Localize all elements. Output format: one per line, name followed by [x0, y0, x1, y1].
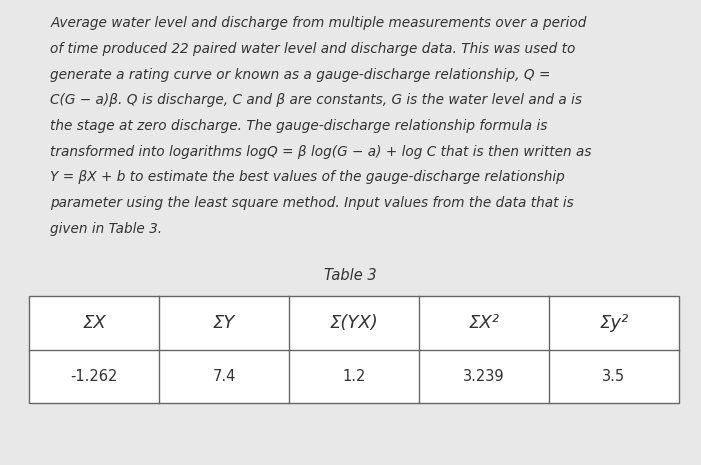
Text: Average water level and discharge from multiple measurements over a period: Average water level and discharge from m…	[50, 16, 587, 30]
Text: transformed into logarithms logQ = β log(G − a) + log C that is then written as: transformed into logarithms logQ = β log…	[50, 145, 592, 159]
Text: 3.239: 3.239	[463, 369, 505, 384]
Text: the stage at zero discharge. The gauge-discharge relationship formula is: the stage at zero discharge. The gauge-d…	[50, 119, 548, 133]
Text: 3.5: 3.5	[602, 369, 625, 384]
Text: 7.4: 7.4	[212, 369, 236, 384]
Text: ΣY: ΣY	[213, 314, 236, 332]
Text: given in Table 3.: given in Table 3.	[50, 222, 163, 236]
Text: Table 3: Table 3	[324, 268, 377, 284]
Text: parameter using the least square method. Input values from the data that is: parameter using the least square method.…	[50, 196, 574, 210]
Text: Y = βX + b to estimate the best values of the gauge-discharge relationship: Y = βX + b to estimate the best values o…	[50, 171, 565, 185]
Text: -1.262: -1.262	[71, 369, 118, 384]
Text: ΣX²: ΣX²	[468, 314, 499, 332]
Text: generate a rating curve or known as a gauge-discharge relationship, Q =: generate a rating curve or known as a ga…	[50, 68, 551, 82]
Text: 1.2: 1.2	[342, 369, 366, 384]
Text: of time produced 22 paired water level and discharge data. This was used to: of time produced 22 paired water level a…	[50, 42, 576, 56]
Text: Σy²: Σy²	[599, 314, 628, 332]
Text: C(G − a)β. Q is discharge, C and β are constants, G is the water level and a is: C(G − a)β. Q is discharge, C and β are c…	[50, 93, 583, 107]
Text: ΣX: ΣX	[83, 314, 107, 332]
Text: Σ(YX): Σ(YX)	[329, 314, 379, 332]
